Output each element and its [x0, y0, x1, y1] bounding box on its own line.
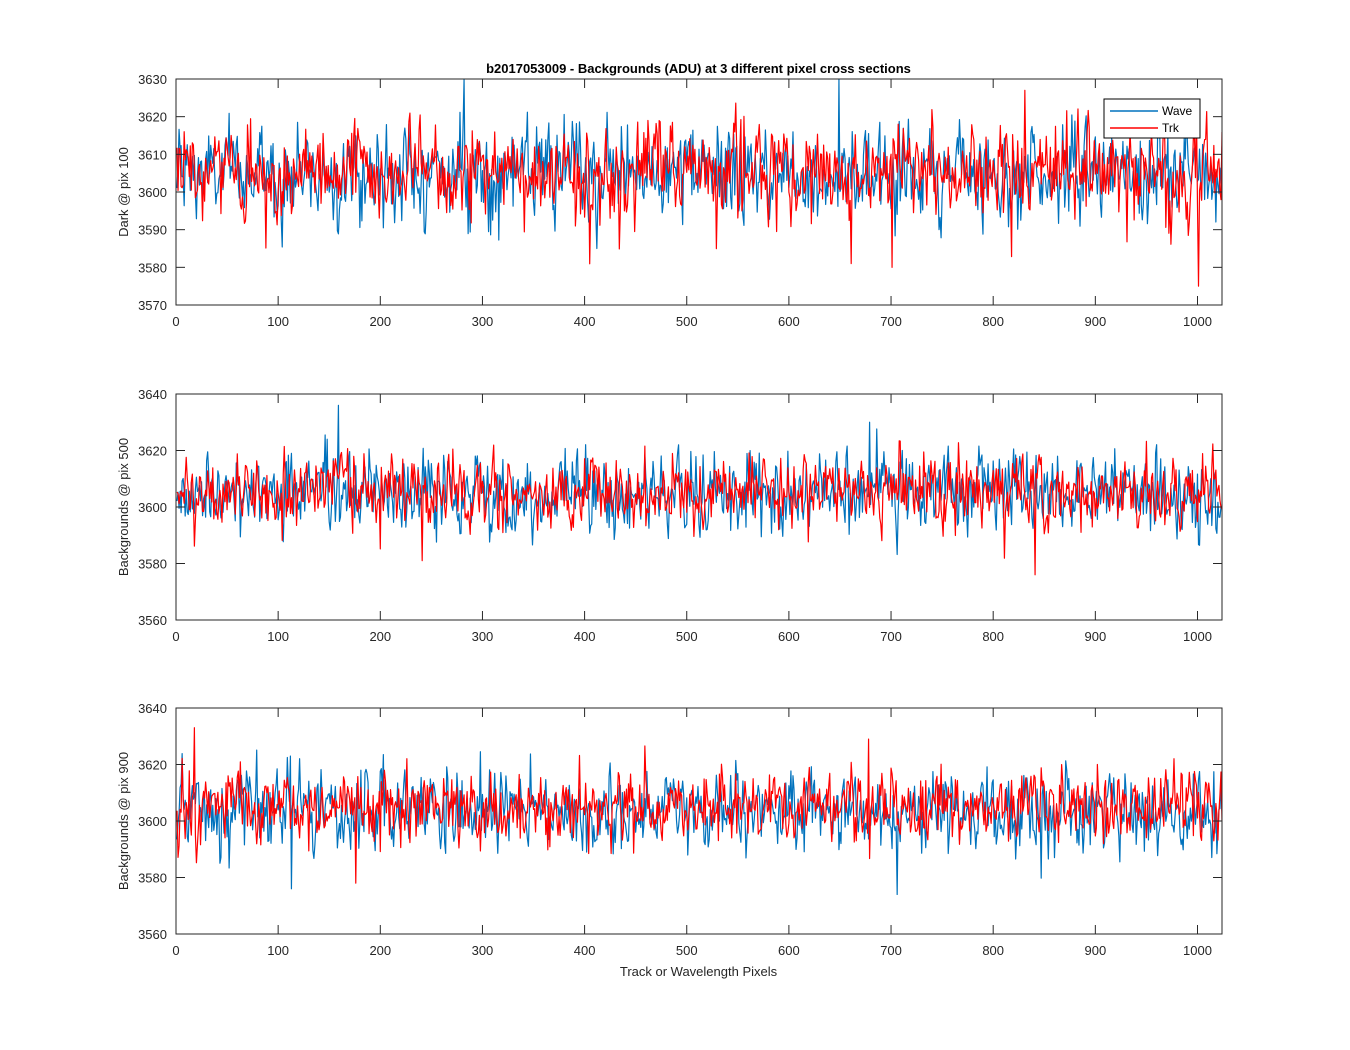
series-line-wave [176, 749, 1222, 896]
y-tick-label: 3640 [138, 701, 167, 716]
x-tick-label: 700 [880, 314, 902, 329]
x-tick-label: 200 [369, 629, 391, 644]
x-tick-label: 600 [778, 314, 800, 329]
x-tick-label: 900 [1084, 629, 1106, 644]
x-tick-label: 100 [267, 314, 289, 329]
x-tick-label: 0 [172, 629, 179, 644]
subplot-backgrounds-pix-900: 0 100 200 300 400 500 600 700 800 900 1000 3560 3580… [116, 701, 1223, 958]
series-line-trk [176, 727, 1222, 884]
y-tick-label: 3580 [138, 557, 167, 572]
y-tick-label: 3600 [138, 185, 167, 200]
series-line-trk [176, 440, 1222, 576]
y-tick-label: 3580 [138, 260, 167, 275]
y-tick-label: 3580 [138, 871, 167, 886]
x-tick-label: 700 [880, 943, 902, 958]
x-tick-label: 400 [574, 314, 596, 329]
y-tick-label: 3640 [138, 387, 167, 402]
legend-box [1103, 98, 1201, 139]
y-tick-label: 3600 [138, 814, 167, 829]
y-tick-label: 3620 [138, 758, 167, 773]
y-axis-label: Backgrounds @ pix 900 [116, 752, 131, 890]
x-tick-label: 900 [1084, 314, 1106, 329]
x-tick-label: 1000 [1183, 629, 1212, 644]
legend-label-trk: Trk [1162, 121, 1180, 135]
x-tick-label: 800 [982, 943, 1004, 958]
x-tick-label: 600 [778, 943, 800, 958]
y-axis-label: Backgrounds @ pix 500 [116, 438, 131, 576]
chart-title: b2017053009 - Backgrounds (ADU) at 3 dif… [486, 61, 911, 76]
x-tick-label: 100 [267, 943, 289, 958]
x-tick-label: 300 [472, 629, 494, 644]
x-tick-label: 500 [676, 314, 698, 329]
subplot-backgrounds-pix-500: 0 100 200 300 400 500 600 700 800 900 1000 3560 3580… [116, 387, 1223, 644]
x-axis-label: Track or Wavelength Pixels [620, 964, 778, 979]
y-tick-label: 3620 [138, 110, 167, 125]
x-tick-label: 600 [778, 629, 800, 644]
x-tick-label: 1000 [1183, 314, 1212, 329]
y-axis-label: Dark @ pix 100 [116, 147, 131, 237]
x-tick-label: 500 [676, 629, 698, 644]
x-tick-label: 700 [880, 629, 902, 644]
x-tick-label: 300 [472, 314, 494, 329]
x-tick-label: 800 [982, 629, 1004, 644]
x-tick-label: 0 [172, 943, 179, 958]
y-tick-label: 3570 [138, 298, 167, 313]
series-line-trk [176, 89, 1222, 287]
x-tick-label: 500 [676, 943, 698, 958]
x-tick-label: 100 [267, 629, 289, 644]
y-tick-label: 3620 [138, 444, 167, 459]
x-tick-label: 200 [369, 943, 391, 958]
x-tick-label: 1000 [1183, 943, 1212, 958]
y-tick-label: 3560 [138, 927, 167, 942]
y-tick-label: 3600 [138, 500, 167, 515]
y-tick-label: 3630 [138, 72, 167, 87]
x-tick-label: 900 [1084, 943, 1106, 958]
y-tick-label: 3590 [138, 223, 167, 238]
y-tick-label: 3560 [138, 613, 167, 628]
subplot-dark-pix-100: 0 100 200 300 400 500 600 700 800 900 1000 3570 3580… [116, 72, 1223, 329]
y-tick-label: 3610 [138, 147, 167, 162]
legend-label-wave: Wave [1162, 104, 1193, 118]
x-tick-label: 200 [369, 314, 391, 329]
legend: Wave Trk [1103, 98, 1201, 139]
x-tick-label: 400 [574, 629, 596, 644]
x-tick-label: 400 [574, 943, 596, 958]
x-tick-label: 0 [172, 314, 179, 329]
x-tick-label: 800 [982, 314, 1004, 329]
x-tick-label: 300 [472, 943, 494, 958]
